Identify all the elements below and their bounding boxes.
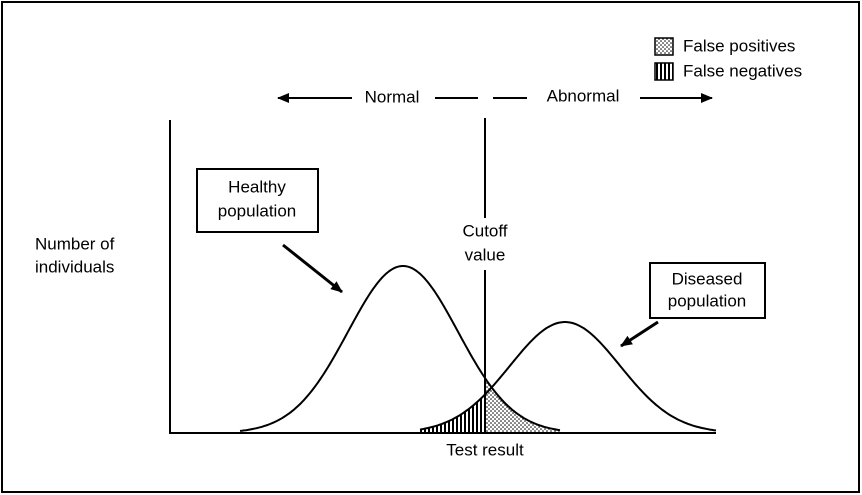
healthy-label: Healthy: [228, 177, 286, 196]
false-positive-area: [485, 378, 560, 433]
diseased-label: Diseased: [672, 269, 743, 288]
x-axis-label: Test result: [446, 440, 524, 459]
healthy-curve: [239, 265, 561, 432]
diseased-label: population: [668, 291, 746, 310]
false-negative-area: [420, 395, 485, 433]
cutoff-label: Cutoff: [462, 221, 507, 240]
pointer-arrow: [282, 243, 343, 294]
label-box: [649, 262, 766, 319]
label-bg: [456, 218, 514, 270]
direction-label: Normal: [365, 87, 420, 106]
pointer-arrow: [620, 320, 659, 348]
cutoff-label: value: [465, 245, 506, 264]
legend-label: False positives: [683, 36, 795, 55]
legend-swatch: [654, 37, 674, 56]
legend-label: False negatives: [683, 61, 802, 80]
healthy-label: population: [218, 201, 296, 220]
diseased-curve: [419, 321, 717, 432]
y-axis-label: Number of: [35, 234, 115, 253]
label-box: [196, 168, 319, 233]
y-axis-label: individuals: [35, 257, 114, 276]
legend-swatch: [654, 62, 674, 81]
direction-label: Abnormal: [547, 86, 620, 105]
